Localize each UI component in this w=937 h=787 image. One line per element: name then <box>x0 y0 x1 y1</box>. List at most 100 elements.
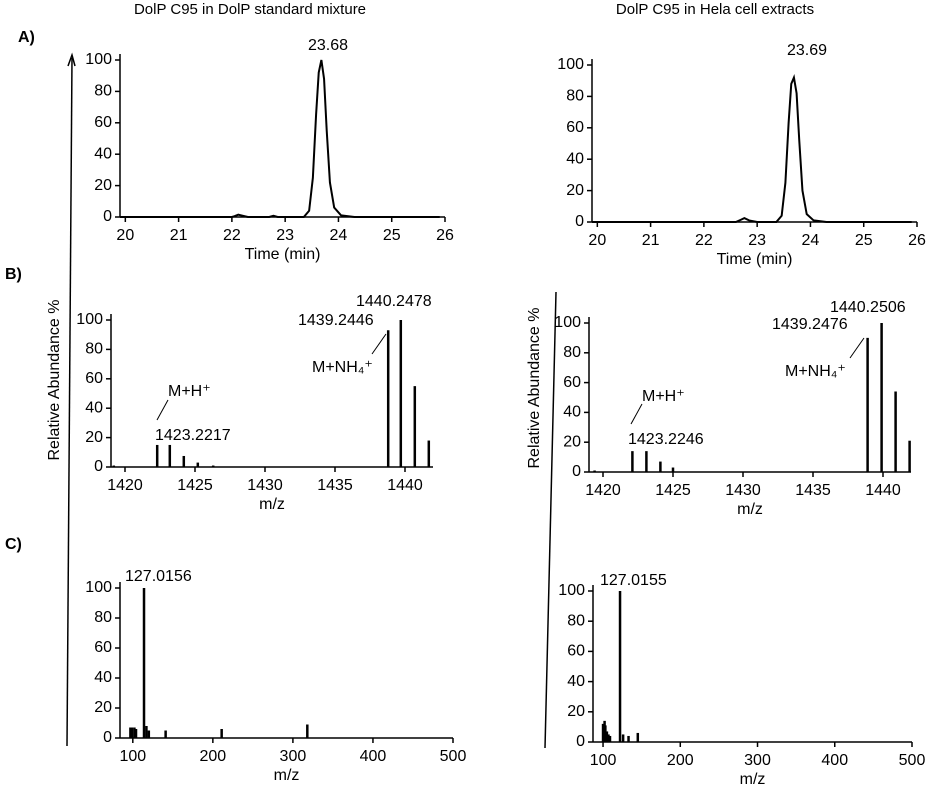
y-tick-label: 80 <box>85 341 103 358</box>
y-tick-label: 100 <box>554 314 581 331</box>
y-axis-label: Relative Abundance % <box>526 308 543 469</box>
x-tick-label: 1435 <box>317 477 353 494</box>
x-tick-label: 300 <box>744 752 771 769</box>
pointer-line <box>156 399 169 421</box>
x-tick-label: 23 <box>276 227 294 244</box>
x-tick-label: 1430 <box>725 482 761 499</box>
y-tick-label: 60 <box>85 370 103 387</box>
x-tick-label: 25 <box>383 227 401 244</box>
annotation: 23.68 <box>308 37 348 54</box>
annotation: 1423.2217 <box>155 427 231 444</box>
x-tick-label: 500 <box>440 748 467 765</box>
x-tick-label: 1420 <box>585 482 621 499</box>
x-axis-label: m/z <box>737 501 763 518</box>
x-tick-label: 1435 <box>795 482 831 499</box>
pointer-line <box>630 403 643 425</box>
x-tick-label: 21 <box>170 227 188 244</box>
x-axis-label: m/z <box>740 771 766 787</box>
x-tick-label: 1425 <box>177 477 213 494</box>
y-tick-label: 0 <box>575 213 584 230</box>
y-tick-label: 80 <box>566 88 584 105</box>
y-tick-label: 80 <box>563 344 581 361</box>
annotation: 1439.2476 <box>772 316 848 333</box>
panel-label: B) <box>5 266 22 283</box>
x-tick-label: 25 <box>855 232 873 249</box>
annotation: M+NH₄⁺ <box>312 359 373 376</box>
annotation: 23.69 <box>787 42 827 59</box>
y-tick-label: 40 <box>566 150 584 167</box>
axis-arrow <box>67 52 76 67</box>
y-tick-label: 0 <box>576 733 585 750</box>
y-tick-label: 40 <box>94 145 112 162</box>
annotation: 1440.2478 <box>356 293 432 310</box>
x-axis-label: m/z <box>274 767 300 784</box>
annotation: M+H⁺ <box>642 388 685 405</box>
x-tick-label: 400 <box>360 748 387 765</box>
panel-label: C) <box>5 536 22 553</box>
y-tick-label: 0 <box>572 463 581 480</box>
x-tick-label: 300 <box>280 748 307 765</box>
panel-title: DolP C95 in Hela cell extracts <box>616 1 814 18</box>
y-axis-label: Relative Abundance % <box>46 300 63 461</box>
annotation: M+NH₄⁺ <box>785 363 846 380</box>
chromatogram-trace <box>592 74 912 223</box>
y-tick-label: 100 <box>85 579 112 596</box>
y-tick-label: 40 <box>563 404 581 421</box>
x-tick-label: 100 <box>590 752 617 769</box>
x-tick-label: 24 <box>802 232 820 249</box>
panel-title: DolP C95 in DolP standard mixture <box>134 1 366 18</box>
x-tick-label: 200 <box>200 748 227 765</box>
x-tick-label: 1440 <box>387 477 423 494</box>
x-axis-label: Time (min) <box>245 246 321 263</box>
y-tick-label: 40 <box>94 669 112 686</box>
x-tick-label: 22 <box>695 232 713 249</box>
annotation: 1440.2506 <box>830 299 906 316</box>
y-tick-label: 20 <box>566 182 584 199</box>
y-tick-label: 100 <box>85 51 112 68</box>
x-tick-label: 200 <box>667 752 694 769</box>
x-tick-label: 1420 <box>107 477 143 494</box>
shared-axis-line <box>544 291 557 749</box>
x-tick-label: 20 <box>116 227 134 244</box>
annotation: M+H⁺ <box>168 383 211 400</box>
x-tick-label: 100 <box>119 748 146 765</box>
y-tick-label: 20 <box>567 703 585 720</box>
y-tick-label: 20 <box>563 433 581 450</box>
annotation: 1439.2446 <box>298 312 374 329</box>
y-tick-label: 20 <box>94 177 112 194</box>
y-tick-label: 60 <box>94 639 112 656</box>
y-tick-label: 80 <box>94 83 112 100</box>
y-tick-label: 0 <box>103 729 112 746</box>
panel-label: A) <box>18 29 35 46</box>
x-tick-label: 400 <box>821 752 848 769</box>
y-tick-label: 100 <box>557 56 584 73</box>
y-tick-label: 20 <box>94 699 112 716</box>
annotation: 127.0155 <box>600 572 667 589</box>
x-tick-label: 1430 <box>247 477 283 494</box>
y-tick-label: 60 <box>563 374 581 391</box>
x-tick-label: 20 <box>588 232 606 249</box>
x-tick-label: 22 <box>223 227 241 244</box>
pointer-line <box>371 333 387 355</box>
pointer-line <box>849 337 865 359</box>
y-tick-label: 40 <box>567 673 585 690</box>
x-tick-label: 500 <box>899 752 926 769</box>
x-tick-label: 21 <box>642 232 660 249</box>
y-tick-label: 60 <box>567 643 585 660</box>
y-tick-label: 40 <box>85 399 103 416</box>
y-tick-label: 80 <box>94 609 112 626</box>
y-tick-label: 80 <box>567 612 585 629</box>
x-tick-label: 23 <box>748 232 766 249</box>
x-tick-label: 1425 <box>655 482 691 499</box>
y-tick-label: 100 <box>76 311 103 328</box>
y-tick-label: 20 <box>85 429 103 446</box>
chromatogram-trace <box>120 59 440 218</box>
shared-axis-line <box>66 57 73 747</box>
x-tick-label: 1440 <box>865 482 901 499</box>
x-axis-label: Time (min) <box>717 251 793 268</box>
y-tick-label: 60 <box>94 114 112 131</box>
y-tick-label: 100 <box>558 582 585 599</box>
x-tick-label: 26 <box>436 227 454 244</box>
x-axis-label: m/z <box>259 496 285 513</box>
